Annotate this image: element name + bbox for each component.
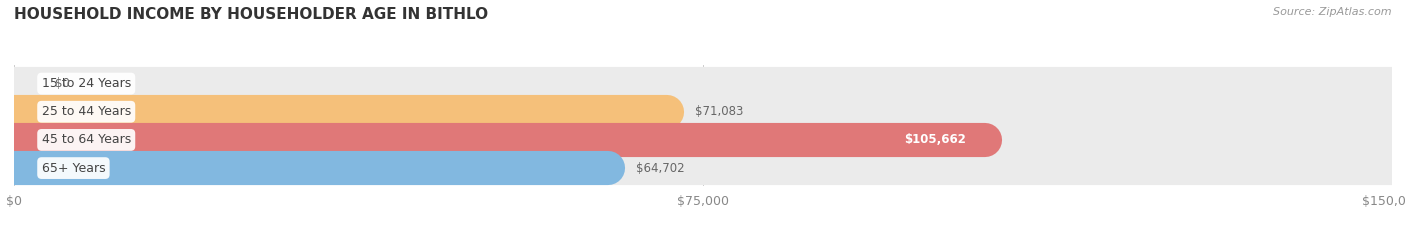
Text: $0: $0 <box>55 77 70 90</box>
Text: $71,083: $71,083 <box>695 105 742 118</box>
Text: 45 to 64 Years: 45 to 64 Years <box>42 134 131 146</box>
Text: $64,702: $64,702 <box>636 161 685 175</box>
Text: 65+ Years: 65+ Years <box>42 161 105 175</box>
Text: Source: ZipAtlas.com: Source: ZipAtlas.com <box>1274 7 1392 17</box>
Text: 15 to 24 Years: 15 to 24 Years <box>42 77 131 90</box>
Text: $105,662: $105,662 <box>904 134 966 146</box>
Text: 25 to 44 Years: 25 to 44 Years <box>42 105 131 118</box>
Text: HOUSEHOLD INCOME BY HOUSEHOLDER AGE IN BITHLO: HOUSEHOLD INCOME BY HOUSEHOLDER AGE IN B… <box>14 7 488 22</box>
